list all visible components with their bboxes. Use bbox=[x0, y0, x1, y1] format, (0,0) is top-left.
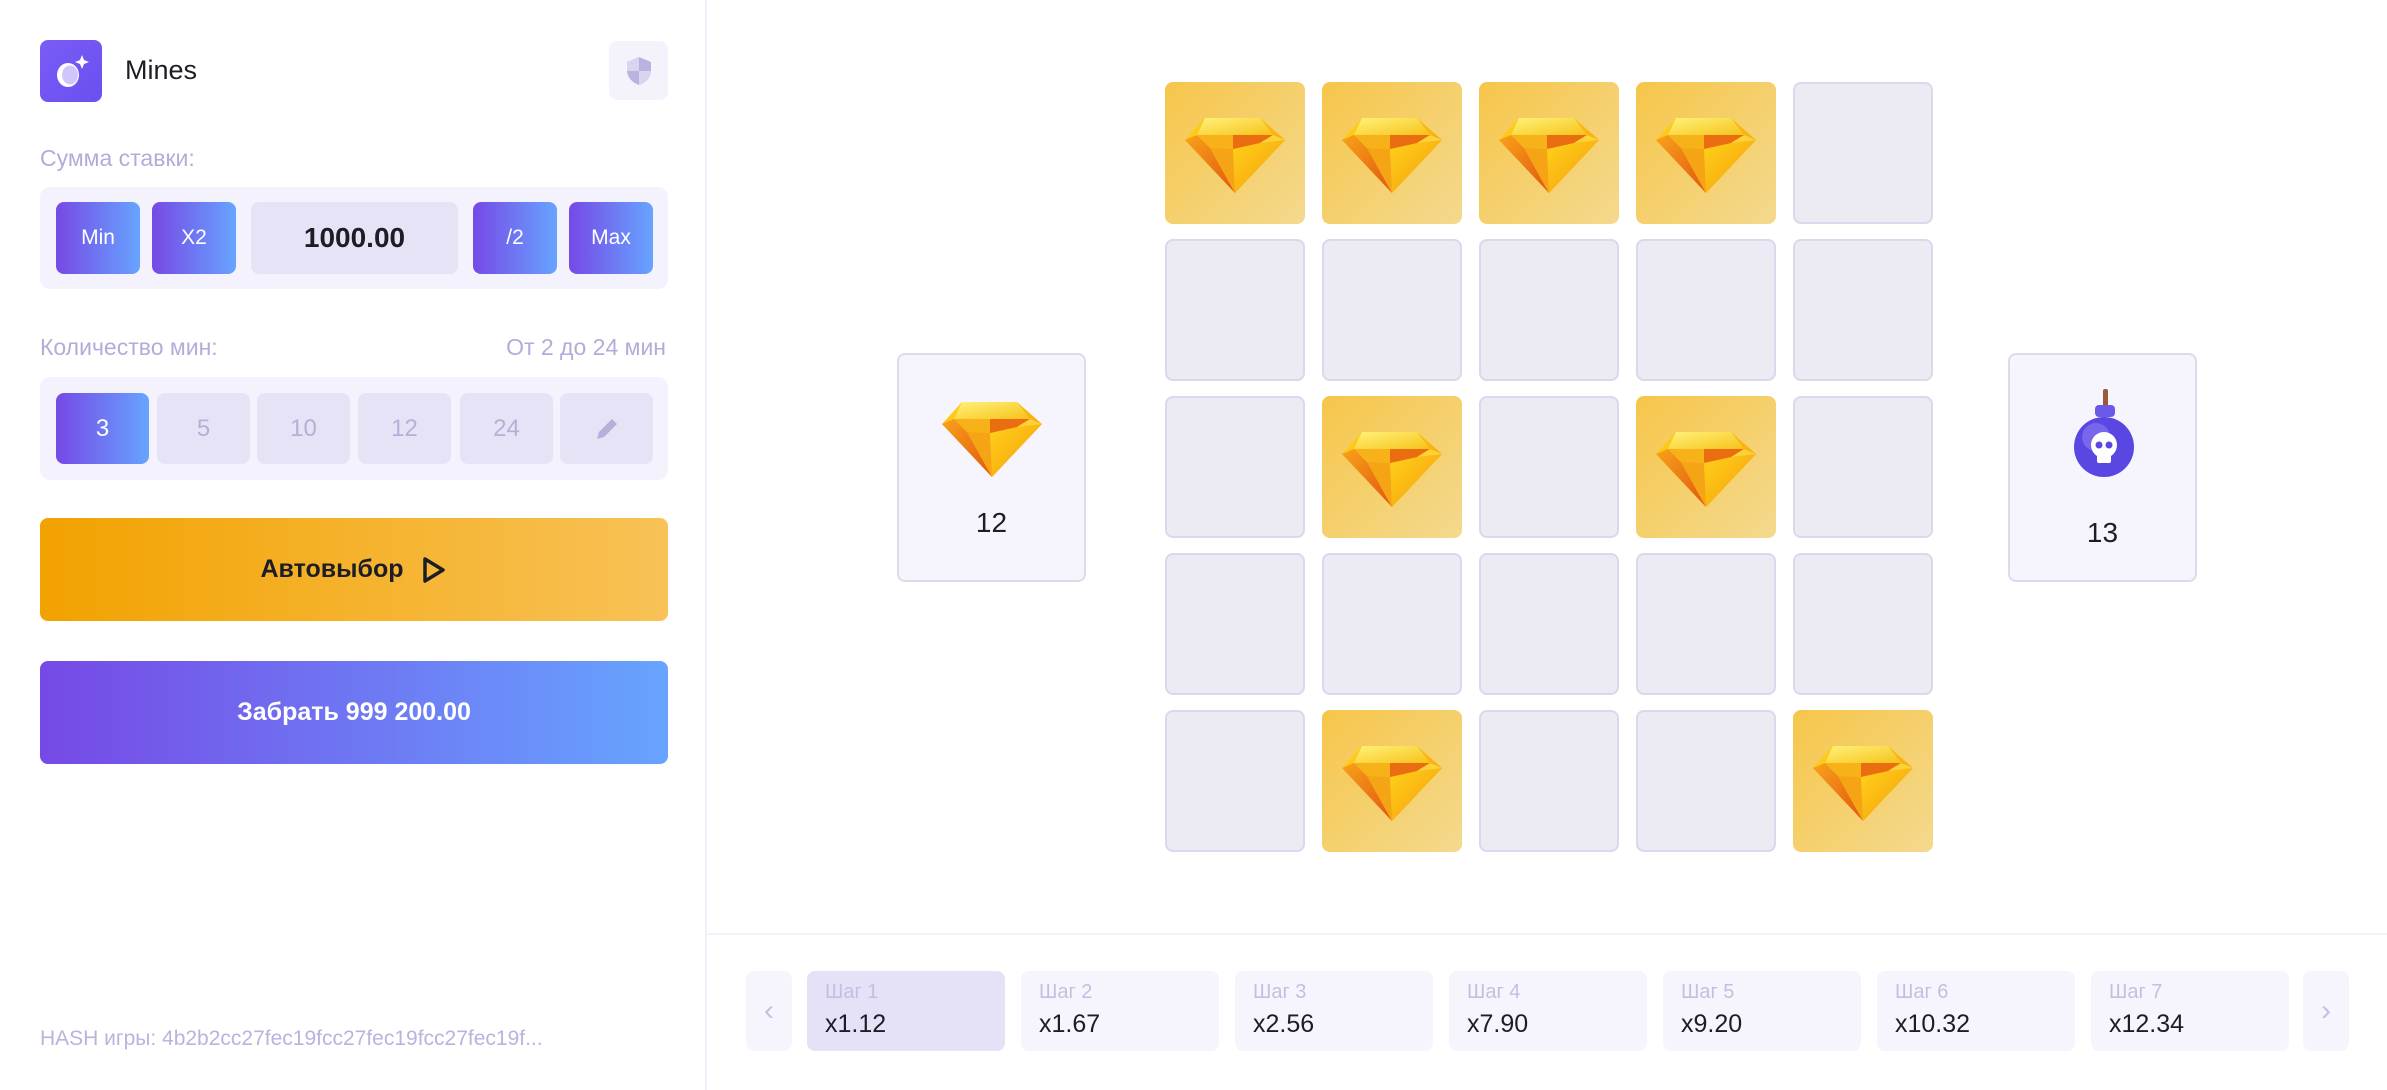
gem-icon bbox=[1813, 741, 1913, 821]
tile-revealed-gem[interactable] bbox=[1322, 82, 1462, 224]
gem-icon bbox=[942, 397, 1042, 477]
mines-option-24[interactable]: 24 bbox=[460, 393, 553, 464]
tile-hidden[interactable] bbox=[1165, 710, 1305, 852]
tile-hidden[interactable] bbox=[1165, 396, 1305, 538]
provably-fair-button[interactable] bbox=[609, 41, 668, 100]
mines-count-label: Количество мин: bbox=[40, 334, 218, 360]
gem-icon bbox=[1656, 427, 1756, 507]
tile-hidden[interactable] bbox=[1165, 553, 1305, 695]
mines-option-3[interactable]: 3 bbox=[56, 393, 149, 464]
tile-hidden[interactable] bbox=[1479, 396, 1619, 538]
tile-hidden[interactable] bbox=[1165, 239, 1305, 381]
max-button[interactable]: Max bbox=[569, 202, 653, 274]
shield-icon bbox=[626, 56, 651, 85]
mines-option-12[interactable]: 12 bbox=[358, 393, 451, 464]
tile-revealed-gem[interactable] bbox=[1479, 82, 1619, 224]
cashout-button[interactable]: Забрать 999 200.00 bbox=[40, 661, 668, 764]
step-multiplier: x9.20 bbox=[1681, 1010, 1743, 1038]
mines-count-selector: 3 5 10 12 24 bbox=[40, 377, 668, 480]
step-multiplier: x12.34 bbox=[2109, 1010, 2185, 1038]
steps-next-button[interactable]: › bbox=[2303, 971, 2349, 1051]
gem-icon bbox=[1499, 113, 1599, 193]
gem-icon bbox=[1656, 113, 1756, 193]
tile-revealed-gem[interactable] bbox=[1322, 396, 1462, 538]
step-label: Шаг 7 bbox=[2109, 981, 2163, 1003]
tile-revealed-gem[interactable] bbox=[1322, 710, 1462, 852]
gems-remaining-card: 12 bbox=[897, 353, 1086, 582]
divider bbox=[707, 933, 2387, 935]
tile-revealed-gem[interactable] bbox=[1793, 710, 1933, 852]
step-item: Шаг 4 x7.90 bbox=[1449, 971, 1647, 1051]
tile-revealed-gem[interactable] bbox=[1165, 82, 1305, 224]
tile-hidden[interactable] bbox=[1636, 239, 1776, 381]
chevron-left-icon: ‹ bbox=[764, 994, 774, 1027]
autoselect-label: Автовыбор bbox=[260, 555, 404, 583]
tile-hidden[interactable] bbox=[1793, 396, 1933, 538]
bet-label: Сумма ставки: bbox=[40, 145, 195, 171]
game-board bbox=[1165, 82, 1933, 852]
game-hash: HASH игры: 4b2b2cc27fec19fcc27fec19fcc27… bbox=[40, 1027, 543, 1050]
game-title: Mines bbox=[125, 55, 198, 85]
tile-hidden[interactable] bbox=[1793, 553, 1933, 695]
tile-hidden[interactable] bbox=[1322, 553, 1462, 695]
bet-amount-input[interactable]: 1000.00 bbox=[251, 202, 458, 274]
step-item: Шаг 7 x12.34 bbox=[2091, 971, 2289, 1051]
mines-card: 13 bbox=[2008, 353, 2197, 582]
mines-option-5[interactable]: 5 bbox=[157, 393, 250, 464]
step-multiplier: x7.90 bbox=[1467, 1010, 1529, 1038]
gem-icon bbox=[1342, 741, 1442, 821]
pencil-icon bbox=[596, 418, 617, 439]
gem-icon bbox=[1185, 113, 1285, 193]
half-button[interactable]: /2 bbox=[473, 202, 557, 274]
step-item: Шаг 6 x10.32 bbox=[1877, 971, 2075, 1051]
steps-prev-button[interactable]: ‹ bbox=[746, 971, 792, 1051]
tile-hidden[interactable] bbox=[1636, 710, 1776, 852]
step-multiplier: x10.32 bbox=[1895, 1010, 1971, 1038]
double-button[interactable]: X2 bbox=[152, 202, 236, 274]
tile-hidden[interactable] bbox=[1793, 82, 1933, 224]
min-button[interactable]: Min bbox=[56, 202, 140, 274]
step-item: Шаг 3 x2.56 bbox=[1235, 971, 1433, 1051]
step-label: Шаг 5 bbox=[1681, 981, 1735, 1003]
step-label: Шаг 6 bbox=[1895, 981, 1949, 1003]
step-item: Шаг 1 x1.12 bbox=[807, 971, 1005, 1051]
tile-hidden[interactable] bbox=[1322, 239, 1462, 381]
bomb-icon bbox=[40, 40, 102, 102]
gem-icon bbox=[1342, 113, 1442, 193]
tile-hidden[interactable] bbox=[1636, 553, 1776, 695]
mines-count: 13 bbox=[2086, 516, 2119, 548]
gem-icon bbox=[1342, 427, 1442, 507]
tile-revealed-gem[interactable] bbox=[1636, 82, 1776, 224]
step-multiplier: x1.67 bbox=[1039, 1010, 1101, 1038]
tile-revealed-gem[interactable] bbox=[1636, 396, 1776, 538]
control-panel: Mines Сумма ставки: Min X2 1000.00 /2 Ma… bbox=[0, 0, 707, 1090]
step-label: Шаг 3 bbox=[1253, 981, 1307, 1003]
autoselect-button[interactable]: Автовыбор bbox=[40, 518, 668, 621]
tile-hidden[interactable] bbox=[1793, 239, 1933, 381]
step-label: Шаг 1 bbox=[825, 981, 879, 1003]
play-icon bbox=[423, 556, 446, 583]
step-item: Шаг 2 x1.67 bbox=[1021, 971, 1219, 1051]
chevron-right-icon: › bbox=[2321, 994, 2331, 1027]
step-label: Шаг 2 bbox=[1039, 981, 1093, 1003]
bet-controls: Min X2 1000.00 /2 Max bbox=[40, 187, 668, 289]
step-item: Шаг 5 x9.20 bbox=[1663, 971, 1861, 1051]
tile-hidden[interactable] bbox=[1479, 710, 1619, 852]
tile-hidden[interactable] bbox=[1479, 553, 1619, 695]
custom-mines-button[interactable] bbox=[560, 393, 653, 464]
mines-range-hint: От 2 до 24 мин bbox=[506, 334, 666, 360]
gems-remaining-count: 12 bbox=[975, 506, 1008, 538]
step-label: Шаг 4 bbox=[1467, 981, 1521, 1003]
skull-bomb-icon bbox=[2073, 388, 2134, 477]
step-multiplier: x2.56 bbox=[1253, 1010, 1315, 1038]
mines-option-10[interactable]: 10 bbox=[257, 393, 350, 464]
step-multiplier: x1.12 bbox=[825, 1010, 887, 1038]
tile-hidden[interactable] bbox=[1479, 239, 1619, 381]
